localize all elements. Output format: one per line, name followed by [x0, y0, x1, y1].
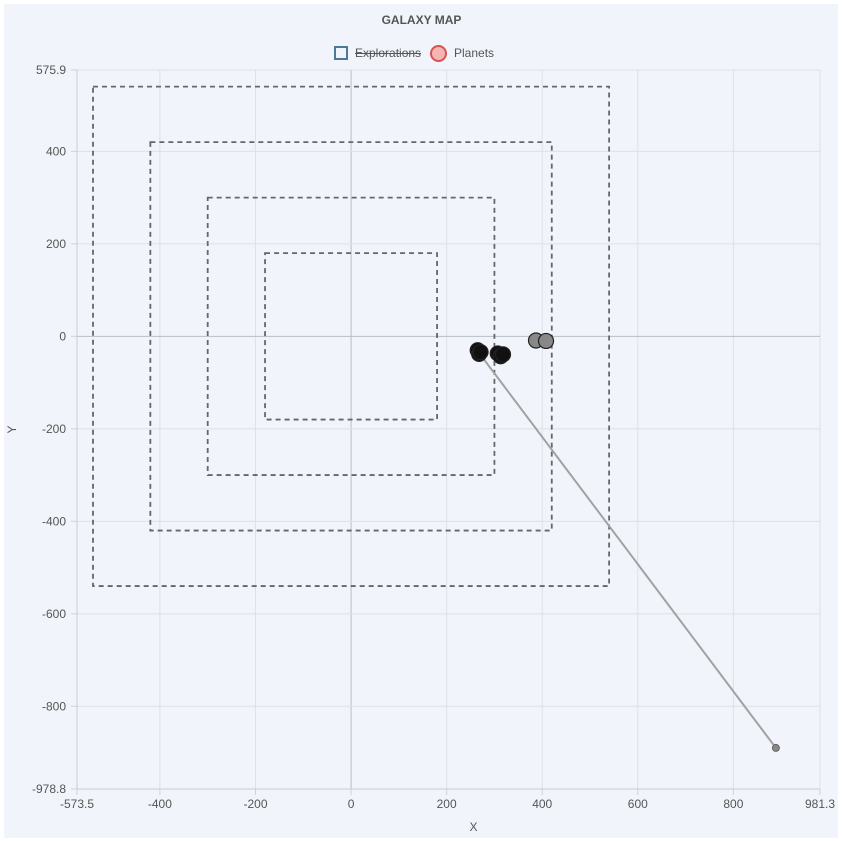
legend-label-planets: Planets [454, 46, 495, 60]
y-tick-label: -800 [42, 699, 66, 713]
chart-title: GALAXY MAP [381, 13, 462, 27]
zone-square [206, 196, 496, 476]
y-tick-label: 200 [46, 237, 66, 251]
x-tick-label: 200 [437, 797, 457, 811]
y-tick-label: 575.9 [36, 63, 66, 77]
y-tick-label: 0 [59, 329, 66, 343]
legend-label-explorations: Explorations [355, 46, 422, 60]
legend-item-explorations[interactable]: Explorations [334, 44, 421, 62]
planet-point [472, 343, 489, 361]
y-axis-title: Y [5, 425, 19, 433]
x-tick-label: 981.3 [805, 797, 835, 811]
x-tick-label: -573.5 [60, 797, 94, 811]
x-tick-label: 600 [628, 797, 648, 811]
y-tick-label: -978.8 [32, 782, 66, 796]
legend-item-planets[interactable]: Planets [430, 44, 494, 62]
planet-point [537, 332, 555, 350]
y-tick-label: -400 [42, 514, 66, 528]
zone-square [92, 85, 611, 587]
x-tick-label: 400 [532, 797, 552, 811]
y-tick-label: -600 [42, 607, 66, 621]
ship-marker [771, 743, 780, 752]
y-tick-label: -200 [42, 422, 66, 436]
zone-square [264, 252, 438, 421]
x-tick-label: -200 [243, 797, 267, 811]
x-tick-label: 800 [723, 797, 743, 811]
x-axis-title: X [469, 820, 477, 834]
x-tick-label: -400 [148, 797, 172, 811]
legend-square-icon [334, 46, 348, 60]
travel-path-line [478, 352, 777, 749]
y-tick-label: 400 [46, 144, 66, 158]
planet-point [494, 346, 512, 363]
chart-panel [4, 4, 838, 838]
x-tick-label: 0 [348, 797, 355, 811]
legend-circle-icon [430, 44, 447, 62]
